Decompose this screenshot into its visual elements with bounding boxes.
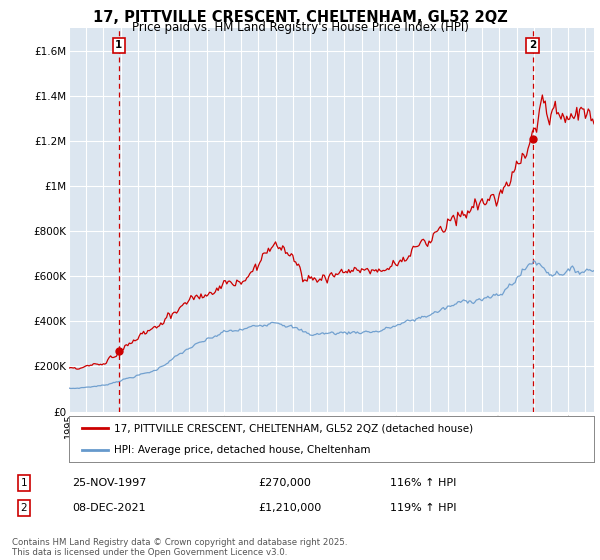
Text: 2: 2: [529, 40, 536, 50]
Text: Contains HM Land Registry data © Crown copyright and database right 2025.
This d: Contains HM Land Registry data © Crown c…: [12, 538, 347, 557]
Text: 116% ↑ HPI: 116% ↑ HPI: [390, 478, 457, 488]
Text: 17, PITTVILLE CRESCENT, CHELTENHAM, GL52 2QZ: 17, PITTVILLE CRESCENT, CHELTENHAM, GL52…: [92, 10, 508, 25]
Text: 17, PITTVILLE CRESCENT, CHELTENHAM, GL52 2QZ (detached house): 17, PITTVILLE CRESCENT, CHELTENHAM, GL52…: [113, 423, 473, 433]
Text: 119% ↑ HPI: 119% ↑ HPI: [390, 503, 457, 513]
Text: £1,210,000: £1,210,000: [258, 503, 321, 513]
Text: Price paid vs. HM Land Registry's House Price Index (HPI): Price paid vs. HM Land Registry's House …: [131, 21, 469, 34]
Text: HPI: Average price, detached house, Cheltenham: HPI: Average price, detached house, Chel…: [113, 445, 370, 455]
Text: 25-NOV-1997: 25-NOV-1997: [72, 478, 146, 488]
Text: 2: 2: [20, 503, 28, 513]
Text: 1: 1: [115, 40, 122, 50]
Text: £270,000: £270,000: [258, 478, 311, 488]
Text: 1: 1: [20, 478, 28, 488]
Text: 08-DEC-2021: 08-DEC-2021: [72, 503, 146, 513]
